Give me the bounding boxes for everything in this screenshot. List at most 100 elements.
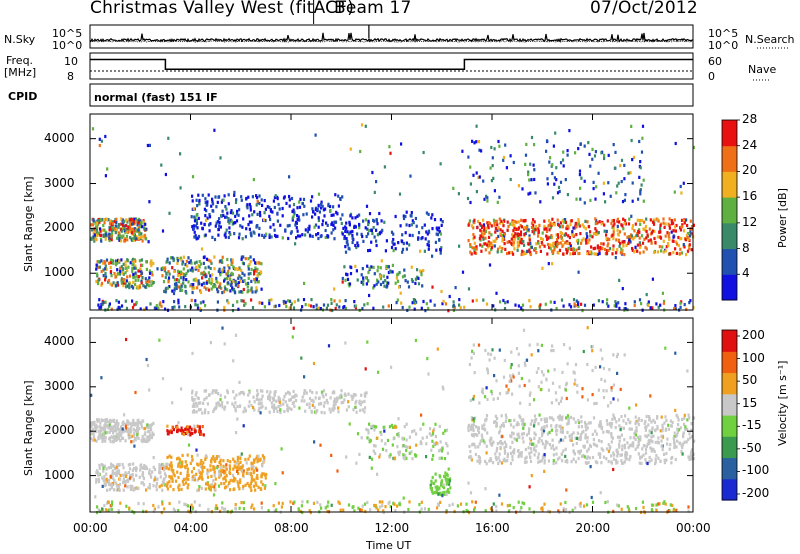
power-echo	[291, 209, 294, 214]
velocity-echo	[98, 466, 101, 470]
power-echo	[341, 232, 344, 236]
power-echo	[329, 204, 332, 209]
velocity-echo	[357, 506, 360, 510]
power-echo	[226, 288, 229, 292]
velocity-echo	[219, 471, 222, 475]
power-echo	[501, 229, 504, 233]
power-echo	[614, 251, 618, 255]
power-echo	[588, 238, 591, 242]
power-echo	[241, 225, 244, 229]
power-echo	[194, 234, 197, 238]
power-echo	[293, 212, 296, 216]
velocity-echo	[584, 424, 587, 428]
velocity-echo	[644, 426, 647, 430]
power-echo	[480, 232, 484, 236]
velocity-echo	[315, 411, 318, 415]
power-echo	[679, 228, 683, 232]
power-echo	[519, 233, 523, 237]
power-echo	[562, 218, 565, 222]
power-echo	[100, 139, 103, 143]
velocity-echo	[144, 467, 147, 471]
power-echo	[164, 307, 167, 311]
velocity-echo	[528, 393, 531, 397]
power-echo	[251, 306, 255, 310]
velocity-echo	[529, 455, 532, 460]
velocity-echo	[679, 426, 682, 430]
velocity-echo	[402, 444, 405, 448]
power-echo	[492, 218, 496, 222]
velocity-echo	[166, 429, 169, 433]
power-echo	[258, 261, 261, 265]
velocity-echo	[239, 466, 242, 470]
power-echo	[627, 171, 630, 175]
velocity-echo	[179, 471, 182, 475]
power-echo	[346, 273, 349, 277]
power-echo	[266, 205, 269, 209]
velocity-echo	[188, 431, 191, 435]
power-echo	[128, 218, 131, 222]
power-echo	[433, 303, 436, 307]
power-echo	[134, 282, 137, 286]
velocity-echo	[233, 404, 236, 408]
power-echo	[138, 285, 142, 289]
velocity-echo	[600, 440, 603, 444]
power-echo	[254, 280, 257, 284]
velocity-echo	[528, 343, 531, 347]
velocity-echo	[275, 399, 278, 403]
velocity-echo	[282, 402, 285, 406]
velocity-echo	[114, 421, 118, 425]
power-echo	[520, 306, 523, 310]
velocity-echo	[247, 404, 250, 408]
velocity-echo	[616, 450, 619, 454]
power-echo	[483, 228, 486, 232]
velocity-echo	[375, 425, 378, 429]
velocity-echo	[425, 442, 428, 446]
velocity-echo	[191, 404, 194, 408]
velocity-echo	[172, 507, 175, 511]
velocity-echo	[199, 407, 202, 412]
power-echo	[664, 249, 667, 253]
power-echo	[281, 206, 284, 211]
velocity-echo	[689, 453, 692, 457]
power-echo	[135, 235, 138, 239]
velocity-echo	[193, 500, 196, 504]
velocity-echo	[112, 464, 115, 468]
velocity-echo	[115, 429, 118, 433]
power-echo	[297, 215, 300, 219]
power-echo	[260, 270, 263, 275]
power-echo	[636, 218, 639, 222]
velocity-echo	[181, 431, 184, 435]
velocity-echo	[541, 508, 544, 512]
velocity-echo	[430, 448, 433, 452]
power-echo	[618, 244, 621, 248]
power-echo	[214, 285, 217, 289]
velocity-echo	[201, 477, 204, 481]
power-echo	[589, 234, 592, 238]
power-echo	[136, 275, 139, 279]
power-echo	[672, 235, 675, 239]
power-echo	[561, 225, 564, 229]
power-echo	[439, 247, 442, 252]
velocity-echo	[494, 414, 497, 418]
power-echo	[503, 242, 506, 246]
power-echo	[641, 136, 644, 140]
velocity-echo	[483, 441, 486, 445]
power-echo	[371, 170, 374, 175]
velocity-echo	[441, 485, 444, 489]
power-echo	[110, 229, 114, 233]
velocity-echo	[566, 362, 569, 366]
power-echo	[513, 247, 516, 251]
velocity-echo	[110, 465, 113, 469]
velocity-echo	[512, 375, 515, 379]
power-echo	[679, 301, 682, 305]
power-echo	[583, 179, 586, 183]
velocity-echo	[173, 474, 176, 478]
power-echo	[373, 284, 376, 288]
velocity-echo	[192, 466, 195, 470]
power-echo	[590, 245, 593, 249]
velocity-echo	[237, 484, 240, 488]
velocity-echo	[437, 503, 440, 507]
velocity-echo	[390, 423, 393, 427]
velocity-echo	[273, 392, 276, 396]
velocity-echo	[189, 461, 192, 465]
